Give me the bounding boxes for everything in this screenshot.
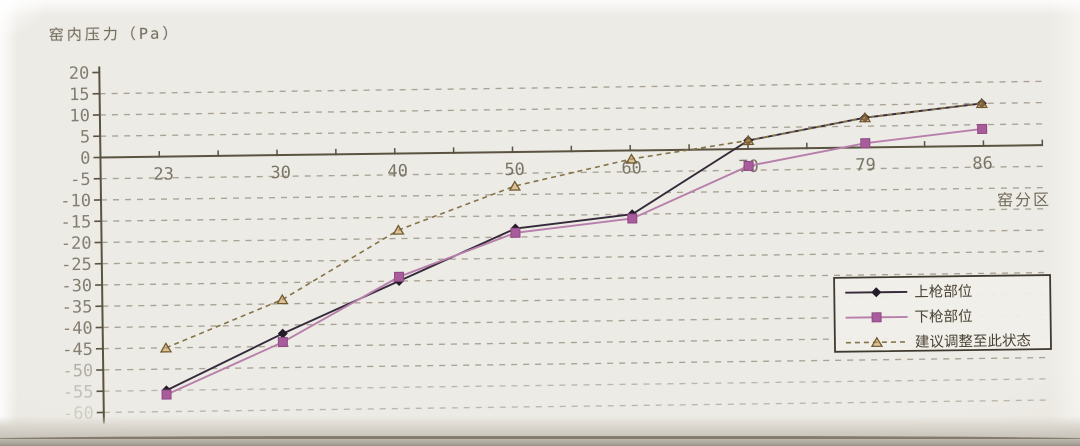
gridline (101, 229, 1050, 244)
series-marker-square (393, 271, 405, 282)
y-axis-tick-label: -50 (62, 361, 93, 381)
legend-box (833, 274, 1052, 353)
gridline (102, 314, 1051, 329)
x-axis-tick-label: 50 (504, 160, 525, 180)
series-marker-square (743, 160, 754, 172)
series-marker-square (977, 123, 988, 134)
gridline (101, 250, 1050, 265)
legend-label: 下枪部位 (914, 308, 972, 326)
y-axis-line (98, 66, 105, 424)
gridline (99, 101, 1048, 116)
series-marker-diamond (871, 287, 882, 298)
gridline (101, 208, 1050, 222)
y-axis-tick-label: -15 (60, 212, 91, 232)
gridline (99, 80, 1048, 95)
series-marker-square (871, 312, 882, 323)
gridline (100, 123, 1049, 137)
y-axis-tick-label: -20 (61, 234, 92, 254)
y-axis-tick-label: -25 (61, 255, 92, 275)
gridline (103, 356, 1052, 371)
gridline (103, 399, 1052, 414)
y-axis-tick-label: -40 (62, 319, 93, 339)
gridline (102, 335, 1051, 350)
gridline (102, 271, 1051, 286)
y-axis-tick-label: -5 (70, 170, 91, 190)
series-marker-diamond (277, 328, 288, 339)
y-axis-tick-label: 0 (80, 149, 91, 169)
series-marker-square (510, 227, 521, 238)
legend-label: 上枪部位 (914, 283, 972, 301)
series-marker-square (277, 337, 288, 348)
y-axis-tick-label: 15 (69, 85, 90, 105)
gridline (100, 165, 1049, 180)
y-axis-tick-label: -45 (62, 340, 93, 360)
y-axis-tick-label: 10 (69, 106, 90, 126)
series-marker-square (161, 389, 172, 400)
y-axis-tick-label: 5 (80, 127, 91, 147)
gridline (102, 293, 1051, 307)
y-axis-tick-label: -60 (63, 404, 94, 424)
series-line-1 (166, 127, 983, 396)
y-axis-tick-label: -30 (61, 276, 92, 296)
series-marker-triangle (858, 111, 872, 123)
y-axis-tick-label: 20 (69, 64, 90, 84)
legend-label: 建议调整至此状态 (915, 332, 1031, 351)
series-marker-triangle (975, 97, 989, 109)
gridline (103, 378, 1052, 392)
x-axis-tick-label: 23 (153, 164, 174, 184)
series-marker-triangle (392, 224, 405, 235)
series-marker-triangle (870, 336, 884, 348)
y-axis-tick-label: -35 (62, 297, 93, 317)
y-axis-tick-label: -10 (60, 191, 91, 211)
series-line-2 (165, 102, 982, 349)
series-marker-triangle (742, 134, 755, 146)
series-marker-triangle (276, 293, 289, 305)
gridline (100, 186, 1049, 201)
series-marker-triangle (159, 342, 173, 353)
series-marker-triangle (625, 153, 638, 164)
x-axis-tick-label: 30 (270, 163, 291, 183)
series-marker-triangle (508, 180, 522, 191)
x-axis-tick-label: 86 (972, 154, 993, 174)
x-axis-tick-label: 40 (387, 161, 408, 181)
x-axis-tick-label: 79 (855, 155, 876, 175)
y-axis-tick-label: -55 (63, 382, 94, 402)
series-marker-square (860, 138, 871, 149)
x-axis-title: 窑分区 (997, 190, 1051, 210)
series-marker-square (627, 213, 638, 224)
